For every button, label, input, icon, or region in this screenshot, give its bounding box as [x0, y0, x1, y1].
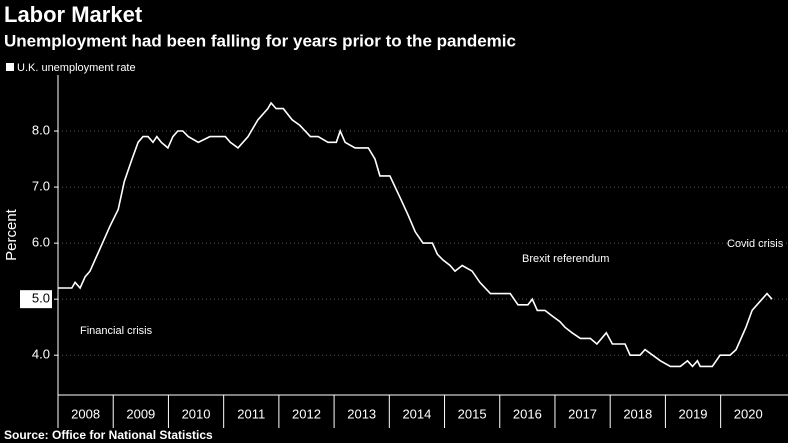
- x-tick-label: 2018: [623, 406, 652, 421]
- x-tick-label: 2013: [347, 406, 376, 421]
- y-tick-label: 5.0: [32, 291, 50, 306]
- y-tick-label: 6.0: [32, 235, 50, 250]
- y-tick-highlight: [20, 290, 52, 309]
- y-tick-label: 8.0: [32, 122, 50, 137]
- x-tick-label: 2016: [513, 406, 542, 421]
- x-tick-label: 2014: [402, 406, 431, 421]
- y-axis-label: Percent: [3, 208, 20, 261]
- legend-swatch: [6, 63, 14, 71]
- x-tick-label: 2010: [182, 406, 211, 421]
- x-tick-label: 2009: [126, 406, 155, 421]
- x-tick-label: 2019: [679, 406, 708, 421]
- chart-title: Labor Market: [4, 2, 143, 27]
- y-tick-label: 4.0: [32, 347, 50, 362]
- annotation: Brexit referendum: [522, 253, 609, 265]
- line: [58, 101, 773, 368]
- annotation: Covid crisis: [727, 238, 784, 250]
- x-tick-label: 2017: [568, 406, 597, 421]
- y-tick-label: 7.0: [32, 179, 50, 194]
- annotation: Financial crisis: [80, 325, 153, 337]
- x-tick-label: 2015: [458, 406, 487, 421]
- x-tick-label: 2011: [237, 406, 265, 421]
- x-tick-label: 2012: [292, 406, 321, 421]
- x-tick-label: 2020: [734, 406, 763, 421]
- chart-subtitle: Unemployment had been falling for years …: [4, 31, 516, 50]
- source: Source: Office for National Statistics: [4, 428, 213, 442]
- legend-label: U.K. unemployment rate: [17, 62, 136, 74]
- x-tick-label: 2008: [71, 406, 100, 421]
